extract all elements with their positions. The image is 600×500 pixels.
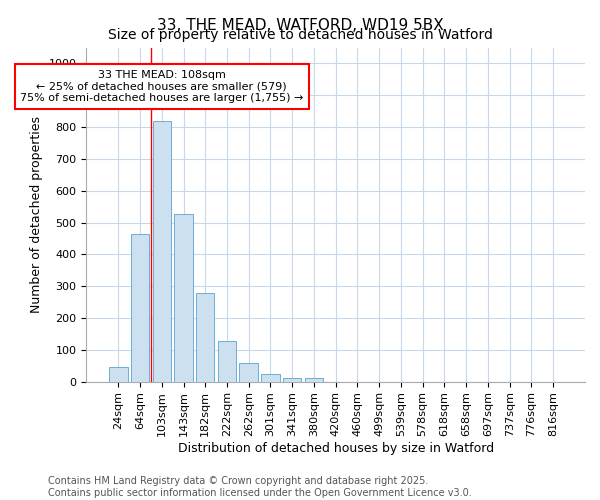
Bar [131, 234, 149, 382]
Bar [152, 120, 171, 382]
Bar [109, 367, 128, 382]
Bar [218, 341, 236, 382]
Text: Size of property relative to detached houses in Watford: Size of property relative to detached ho… [107, 28, 493, 42]
Text: 33 THE MEAD: 108sqm
← 25% of detached houses are smaller (579)
75% of semi-detac: 33 THE MEAD: 108sqm ← 25% of detached ho… [20, 70, 304, 103]
Y-axis label: Number of detached properties: Number of detached properties [30, 116, 43, 313]
Bar [174, 214, 193, 382]
Bar [239, 364, 258, 382]
Text: 33, THE MEAD, WATFORD, WD19 5BX: 33, THE MEAD, WATFORD, WD19 5BX [157, 18, 443, 32]
Bar [305, 378, 323, 382]
X-axis label: Distribution of detached houses by size in Watford: Distribution of detached houses by size … [178, 442, 494, 455]
Text: Contains HM Land Registry data © Crown copyright and database right 2025.
Contai: Contains HM Land Registry data © Crown c… [48, 476, 472, 498]
Bar [196, 293, 214, 382]
Bar [261, 374, 280, 382]
Bar [283, 378, 301, 382]
